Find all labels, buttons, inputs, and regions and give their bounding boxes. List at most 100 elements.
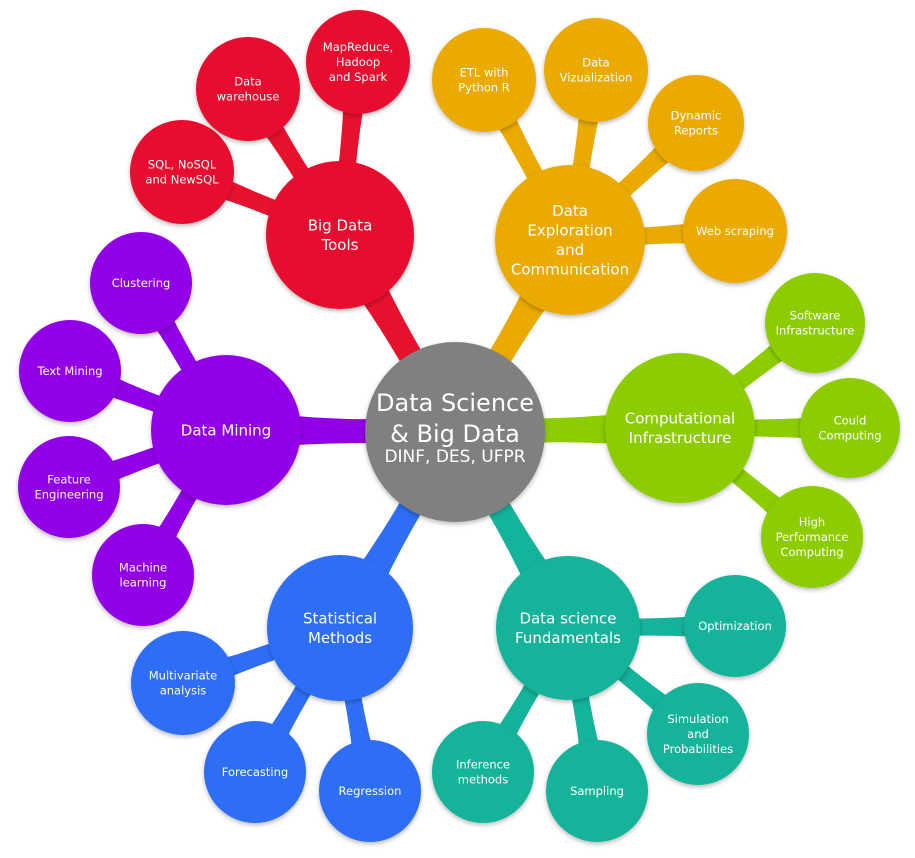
leaf-node-inference [432,721,534,823]
leaf-node-machine-learning [92,524,194,626]
center-node [365,342,545,522]
leaf-label-multivariate: Multivariate analysis [149,669,218,698]
leaf-label-mapreduce-line: and Spark [329,70,388,84]
leaf-label-sql-nosql: SQL, NoSQL and NewSQL [145,158,219,187]
branch-label-data-exploration-line: Communication [511,261,629,279]
leaf-label-inference-line: methods [458,773,508,787]
branch-label-statistical-methods: Statistical Methods [303,610,377,648]
leaf-label-simulation-line: Simulation [667,712,728,726]
branch-node-ds-fundamentals [496,556,640,700]
leaf-node-dynamic-reports [648,75,744,171]
leaf-label-web-scraping-line: Web scraping [696,224,774,238]
leaf-label-cloud-computing-line: Computing [818,429,881,443]
leaf-label-cloud-computing: Could Computing [818,414,881,443]
leaf-label-hpc: High Performance Computing [776,515,849,559]
leaf-label-etl-line: ETL with [460,66,509,80]
leaf-label-multivariate-line: Multivariate [149,669,218,683]
branch-node-computational-infra [605,353,755,503]
leaf-label-simulation-line: and [687,727,709,741]
leaf-label-sql-nosql-line: SQL, NoSQL [148,158,217,172]
branch-label-big-data-tools: Big Data Tools [308,217,373,255]
leaf-label-data-warehouse: Data warehouse [217,75,280,104]
leaf-label-etl: ETL with Python R [458,66,510,95]
branch-label-data-exploration-line: and [556,241,584,259]
center-title-line: & Big Data [390,420,520,448]
leaf-label-multivariate-line: analysis [160,684,207,698]
leaf-label-optimization: Optimization [698,619,772,633]
leaf-label-data-viz-line: Data [582,56,609,70]
leaf-label-dynamic-reports: Dynamic Reports [671,109,722,138]
leaf-label-feature-engineering: Feature Engineering [35,473,104,502]
branch-label-computational-infra: Computational Infrastructure [625,410,735,448]
branch-label-statistical-methods-line: Statistical [303,610,377,628]
leaf-label-machine-learning: Machine learning [119,561,167,590]
leaf-node-multivariate [131,631,235,735]
leaf-label-simulation-line: Probabilities [663,742,733,756]
leaf-node-data-viz [544,18,648,122]
leaf-label-sampling: Sampling [570,784,624,798]
leaf-node-forecasting [204,721,306,823]
leaf-node-sampling [546,740,648,842]
branch-label-data-exploration-line: Exploration [527,222,612,240]
leaf-label-software-infra-line: Software [790,309,841,323]
leaf-label-data-warehouse-line: Data [234,75,261,89]
leaf-label-simulation: Simulation and Probabilities [663,712,733,756]
leaf-label-software-infra-line: Infrastructure [776,324,855,338]
leaf-node-software-infra [765,273,865,373]
leaf-node-regression [319,740,421,842]
leaf-label-forecasting: Forecasting [222,765,288,779]
bubble-layer [18,10,900,842]
branch-label-data-mining-line: Data Mining [181,421,271,439]
leaf-label-machine-learning-line: Machine [119,561,167,575]
branch-label-computational-infra-line: Computational [625,410,735,428]
center-title-line: Data Science [376,389,534,417]
leaf-node-mapreduce [306,10,410,114]
branch-node-statistical-methods [267,555,413,701]
branch-label-data-exploration-line: Data [552,202,588,220]
branch-label-data-mining: Data Mining [181,421,271,439]
leaf-label-hpc-line: Computing [780,545,843,559]
leaf-label-data-viz: Data Vizualization [560,56,633,85]
leaf-label-cloud-computing-line: Could [834,414,867,428]
branch-label-big-data-tools-line: Big Data [308,217,373,235]
leaf-node-cloud-computing [800,378,900,478]
branch-label-computational-infra-line: Infrastructure [629,429,732,447]
branch-label-ds-fundamentals: Data science Fundamentals [515,610,621,648]
branch-label-ds-fundamentals-line: Data science [519,610,616,628]
leaf-label-sql-nosql-line: and NewSQL [145,173,219,187]
leaf-label-forecasting-line: Forecasting [222,765,288,779]
leaf-node-feature-engineering [18,436,120,538]
leaf-label-clustering-line: Clustering [112,276,171,290]
leaf-label-clustering: Clustering [112,276,171,290]
leaf-label-data-warehouse-line: warehouse [217,90,280,104]
leaf-label-feature-engineering-line: Feature [47,473,90,487]
leaf-node-clustering [90,232,192,334]
leaf-node-simulation [647,683,749,785]
leaf-label-dynamic-reports-line: Reports [674,124,718,138]
leaf-label-mapreduce-line: MapReduce, [323,40,393,54]
leaf-label-text-mining-line: Text Mining [36,364,102,378]
leaf-node-hpc [761,486,863,588]
center-subtitle: DINF, DES, UFPR [384,447,525,467]
branch-node-data-exploration [495,165,645,315]
leaf-label-hpc-line: Performance [776,530,849,544]
leaf-label-mapreduce: MapReduce, Hadoop and Spark [323,40,393,84]
leaf-label-text-mining: Text Mining [36,364,102,378]
leaf-label-software-infra: Software Infrastructure [776,309,855,338]
leaf-label-mapreduce-line: Hadoop [336,55,380,69]
leaf-node-optimization [684,575,786,677]
leaf-node-web-scraping [683,179,787,283]
leaf-node-sql-nosql [130,120,234,224]
leaf-label-data-viz-line: Vizualization [560,71,633,85]
branch-node-big-data-tools [266,161,414,309]
leaf-label-optimization-line: Optimization [698,619,772,633]
leaf-node-etl [432,28,536,132]
leaf-node-data-warehouse [196,37,300,141]
branch-label-statistical-methods-line: Methods [308,629,372,647]
leaf-label-inference-line: Inference [456,758,510,772]
leaf-label-web-scraping: Web scraping [696,224,774,238]
leaf-label-inference: Inference methods [456,758,510,787]
